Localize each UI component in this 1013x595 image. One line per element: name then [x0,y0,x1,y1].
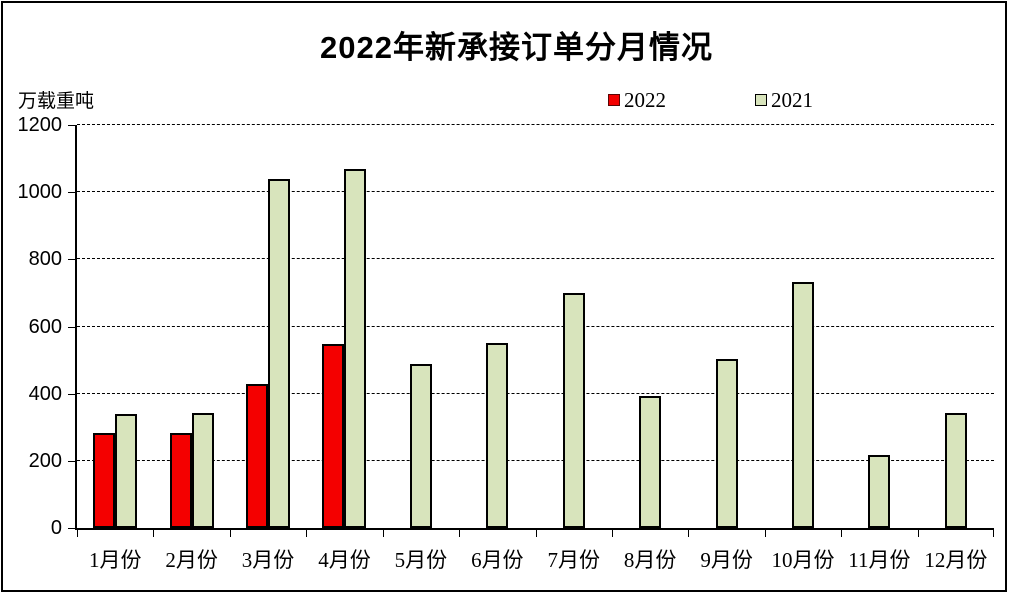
x-axis-tick [688,530,690,537]
x-axis-label: 7月份 [547,548,600,572]
bar-group [322,169,367,528]
x-axis-tick [917,530,919,537]
bar-2022-1月份 [93,433,116,528]
category-slot: 7月份 [536,125,612,572]
x-axis-tick [306,530,308,537]
y-axis-tick-label: 1000 [17,181,63,204]
bar-group [944,413,967,528]
legend-label-2021: 2021 [771,88,813,112]
bar-group [868,455,891,528]
category-slot: 3月份 [230,125,306,572]
x-axis-tick [611,530,613,537]
gridline [77,392,994,394]
gridline [77,459,994,461]
gridline [77,124,994,125]
bar-2022-2月份 [169,433,192,528]
y-axis-tick [68,460,77,462]
bar-2021-3月份 [268,179,291,528]
bar-group [486,343,509,528]
bar-2022-4月份 [322,344,345,528]
category-slot: 12月份 [918,125,994,572]
legend-swatch-2022 [608,94,620,106]
category-slot: 1月份 [77,125,153,572]
x-axis-tick [382,530,384,537]
bar-2021-5月份 [409,364,432,528]
bar-2022-3月份 [246,384,269,528]
category-slot: 4月份 [306,125,382,572]
legend-swatch-2021 [755,94,767,106]
bar-group [715,359,738,528]
y-axis-tick [68,192,77,194]
x-axis-label: 10月份 [771,548,835,572]
category-slot: 2月份 [153,125,229,572]
bar-group [562,293,585,528]
gridline [77,191,994,193]
bar-group [409,364,432,528]
legend-item-2021: 2021 [755,88,813,113]
x-axis-tick [229,530,231,537]
y-axis-tick-label: 600 [28,315,62,338]
bar-group [792,282,814,528]
y-axis-unit-label: 万载重吨 [18,91,95,112]
y-axis-tick-label: 200 [28,449,62,472]
bar-2021-12月份 [944,413,967,528]
y-axis-tick [68,125,77,126]
bar-2021-7月份 [562,293,585,528]
category-slot: 11月份 [841,125,917,572]
x-axis-label: 9月份 [700,548,753,572]
bar-2021-11月份 [868,455,891,528]
bar-group [169,413,214,528]
x-axis-tick [764,530,766,537]
x-axis-label: 1月份 [88,548,142,572]
x-axis-tick [459,530,461,537]
category-slot: 6月份 [459,125,535,572]
x-axis-label: 4月份 [318,548,371,572]
y-axis-tick [68,326,77,328]
category-slots: 1月份 2月份 3月份 4月份 5月份 6月份 7月份 8月份 9月份 10月份 11月份 12月份 [77,125,994,572]
x-axis-tick [77,530,78,537]
bar-group [93,414,138,528]
legend-item-2022: 2022 [608,88,666,113]
x-axis-tick [993,530,994,537]
gridline [77,325,994,327]
y-axis-tick-label: 0 [50,517,62,539]
bar-2021-4月份 [344,169,367,528]
x-axis-label: 2月份 [165,548,218,572]
category-slot: 10月份 [765,125,841,572]
bar-2021-9月份 [715,359,738,528]
plot-area: 1月份 2月份 3月份 4月份 5月份 6月份 7月份 8月份 9月份 10月份 11月份 12月份 [68,124,994,572]
x-axis-label: 11月份 [848,548,911,572]
x-axis-label: 6月份 [471,548,524,572]
y-axis-tick-label: 400 [28,382,62,405]
y-axis-tick-label: 800 [28,248,62,271]
x-axis-label: 3月份 [241,548,295,572]
bar-2021-2月份 [191,413,214,528]
category-slot: 5月份 [383,125,459,572]
chart-title: 2022年新承接订单分月情况 [320,30,713,65]
bar-2021-8月份 [639,396,662,528]
bar-group [246,179,291,528]
bar-2021-1月份 [115,414,138,528]
y-axis-tick [68,259,77,261]
bar-2021-6月份 [486,343,509,528]
x-axis-tick [841,530,843,537]
x-axis-label: 8月份 [623,548,677,572]
x-axis-label: 12月份 [924,548,988,572]
gridline [77,258,994,260]
y-axis-tick-label: 1200 [17,114,63,136]
bar-2021-10月份 [792,282,814,528]
x-axis-tick [535,530,537,537]
x-axis-label: 5月份 [394,548,448,572]
y-axis-tick [68,528,77,529]
category-slot: 8月份 [612,125,688,572]
bar-group [639,396,662,528]
y-axis-tick [68,393,77,395]
y-axis-labels: 0 200 400 600 800 1000 1200 [0,114,63,539]
legend-label-2022: 2022 [624,88,666,112]
x-axis-tick [153,530,155,537]
category-slot: 9月份 [688,125,764,572]
